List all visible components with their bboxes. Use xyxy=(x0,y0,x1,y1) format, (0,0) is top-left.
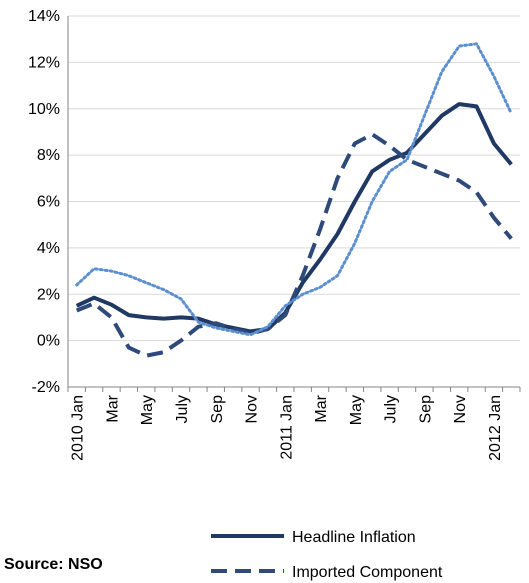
y-axis-ticks: 14% 12% 10% 8% 6% 4% 2% 0% -2% xyxy=(28,8,60,396)
y-tick-label: 4% xyxy=(37,240,60,257)
x-tick-label: July xyxy=(174,395,191,423)
x-tick-label: July xyxy=(383,395,400,423)
series-line-1 xyxy=(75,132,513,358)
x-tick-label: 2010 Jan xyxy=(70,395,87,461)
series-lines xyxy=(75,42,513,358)
x-axis-ticks: 2010 Jan Mar May July Sep Nov 2011 Jan Mar May Ju… xyxy=(67,387,521,461)
legend-label: Imported Component xyxy=(292,564,443,581)
y-tick-label: 0% xyxy=(37,333,60,350)
x-tick-label: Mar xyxy=(104,394,121,422)
y-tick-label: 2% xyxy=(37,286,60,303)
source-note: Source: NSO xyxy=(4,556,103,573)
y-tick-label: 10% xyxy=(28,101,60,118)
x-tick-label: May xyxy=(348,395,365,425)
x-tick-label: Nov xyxy=(452,395,469,423)
x-tick-label: 2012 Jan xyxy=(487,395,504,461)
y-tick-label: -2% xyxy=(32,379,60,396)
x-tick-label: Mar xyxy=(313,394,330,422)
legend-label: Headline Inflation xyxy=(292,529,416,546)
legend: Headline Inflation Imported Component xyxy=(211,529,443,581)
x-tick-label: Nov xyxy=(244,395,261,423)
grid-lines xyxy=(67,15,520,388)
y-tick-label: 12% xyxy=(28,54,60,71)
x-tick-label: Sep xyxy=(209,395,226,424)
y-tick-label: 8% xyxy=(37,147,60,164)
y-tick-label: 6% xyxy=(37,194,60,211)
x-tick-label: 2011 Jan xyxy=(278,395,295,460)
series-line-2 xyxy=(75,42,513,337)
y-tick-label: 14% xyxy=(28,8,60,25)
x-tick-label: May xyxy=(139,395,156,425)
x-tick-label: Sep xyxy=(417,395,434,424)
